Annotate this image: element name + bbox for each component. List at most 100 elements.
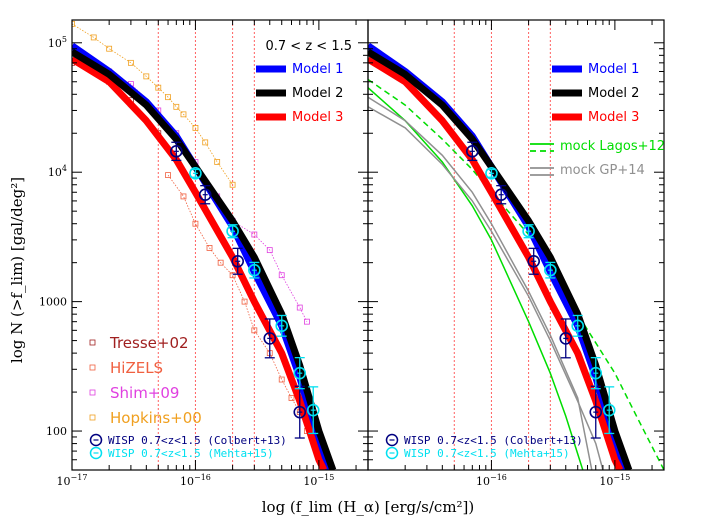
model-curve-model2 [72, 48, 337, 470]
x-tick-base: 10 [180, 475, 194, 488]
ref-point-hizels [241, 298, 248, 305]
ref-point-hopkins [90, 34, 97, 41]
y-tick-exp: 5 [62, 35, 67, 44]
wisp-mehta-point [522, 224, 535, 238]
wisp-mehta-point [306, 403, 320, 417]
ref-point-hopkins [165, 94, 171, 101]
x-tick-base: 10 [599, 475, 613, 488]
wisp-colbert-point [170, 145, 183, 158]
ref-point-hopkins [173, 103, 180, 110]
ref-point-hopkins [143, 73, 150, 80]
wisp-colbert-point [559, 332, 573, 345]
legend-label-model1: Model 1 [292, 62, 343, 77]
y-tick-label: 1000 [39, 296, 67, 309]
x-tick-label: 10−17 [57, 473, 88, 488]
ref-point-hopkins [229, 181, 236, 188]
wisp-mehta-point [226, 224, 239, 238]
plot-frame [367, 19, 665, 471]
wisp-colbert-point [527, 254, 541, 268]
ref-point-hopkins [106, 45, 113, 52]
wisp-mehta-point [293, 366, 307, 380]
legend-marker-wisp_colbert [385, 433, 399, 447]
y-tick-exp: 4 [62, 164, 67, 173]
ref-point-hizels [288, 395, 295, 401]
legend-label-hopkins: Hopkins+00 [110, 409, 202, 427]
x-tick-exp: −16 [490, 473, 507, 482]
legend-label-hizels: HiZELS [110, 359, 163, 377]
x-tick-exp: −17 [71, 473, 88, 482]
panel-plot-area [368, 20, 664, 470]
y-tick-base: 10 [48, 166, 62, 179]
ref-point-hopkins [202, 139, 209, 146]
legend-label-wisp_mehta: WISP 0.7<z<1.5 (Mehta+15) [404, 447, 570, 460]
legend-label-model2: Model 2 [292, 86, 343, 101]
wisp-colbert-point [494, 188, 508, 202]
model-curve-model3 [368, 56, 624, 470]
ref-line-hopkins [72, 23, 233, 185]
ref-point-hopkins [180, 111, 187, 118]
legend-label-gp: mock GP+14 [560, 163, 645, 178]
ref-point-hizels [278, 376, 285, 383]
ref-point-shim [251, 231, 258, 238]
ref-point-hopkins [214, 159, 221, 165]
x-tick-label: 10−16 [476, 473, 507, 488]
wisp-mehta-point [589, 366, 603, 380]
legend-label-model3: Model 3 [292, 110, 343, 125]
mock-line-gp [368, 106, 604, 470]
wisp-mehta-point [275, 319, 289, 333]
y-tick-base: 10 [48, 37, 62, 50]
ref-point-shim [304, 318, 310, 325]
ref-point-shim [278, 272, 285, 279]
ref-point-hopkins [155, 84, 162, 91]
legend-label-tresse: Tresse+02 [109, 334, 189, 352]
wisp-colbert-point [589, 405, 603, 419]
ref-point-hizels [192, 220, 199, 227]
legend-label-lagos: mock Lagos+12 [560, 139, 665, 154]
x-tick-exp: −15 [317, 473, 334, 482]
ref-point-hizels [229, 272, 236, 279]
wisp-colbert-point [231, 254, 245, 268]
wisp-colbert-point [263, 332, 277, 345]
ref-line-hizels [167, 174, 308, 432]
ref-point-hizels [165, 172, 171, 178]
x-tick-label: 10−15 [599, 473, 630, 488]
legend-label-model3: Model 3 [588, 110, 639, 125]
panel-plot-area [72, 20, 337, 470]
redshift-label: 0.7 < z < 1.5 [266, 39, 353, 54]
wisp-mehta-point [485, 167, 498, 180]
y-axis-label: log N (>f_lim) [gal/deg²] [8, 177, 26, 363]
wisp-mehta-point [602, 403, 616, 417]
legend-label-model1: Model 1 [588, 62, 639, 77]
ref-point-hizels [206, 245, 213, 251]
ref-point-shim [296, 304, 303, 311]
legend-marker-wisp_colbert [89, 433, 103, 447]
legend-label-shim: Shim+09 [110, 384, 179, 402]
ref-point-hopkins [127, 59, 134, 66]
x-axis-label: log (f_lim (H_α) [erg/s/cm²]) [262, 498, 475, 516]
legend-marker-hopkins [89, 414, 96, 421]
x-tick-base: 10 [57, 475, 71, 488]
ref-point-shim [266, 247, 273, 254]
model-curve-model3 [72, 56, 328, 470]
legend-label-wisp_colbert: WISP 0.7<z<1.5 (Colbert+13) [108, 434, 287, 447]
legend-marker-hizels [89, 364, 96, 371]
mock-line-gp [368, 96, 593, 470]
legend-marker-wisp_mehta [89, 446, 103, 460]
x-tick-exp: −15 [613, 473, 630, 482]
model-curve-model2 [368, 48, 633, 470]
ref-point-hizels [217, 259, 224, 266]
wisp-mehta-point [189, 167, 202, 180]
wisp-colbert-point [198, 188, 212, 202]
x-tick-base: 10 [303, 475, 317, 488]
y-tick-label: 105 [48, 35, 67, 50]
ref-point-hizels [251, 327, 258, 334]
legend-label-model2: Model 2 [588, 86, 639, 101]
model-curve-model1 [368, 42, 628, 470]
ref-point-hopkins [72, 20, 75, 27]
legend-label-wisp_mehta: WISP 0.7<z<1.5 (Mehta+15) [108, 447, 274, 460]
y-tick-label: 100 [46, 425, 67, 438]
x-tick-label: 10−16 [180, 473, 211, 488]
ref-point-hizels [180, 193, 187, 200]
